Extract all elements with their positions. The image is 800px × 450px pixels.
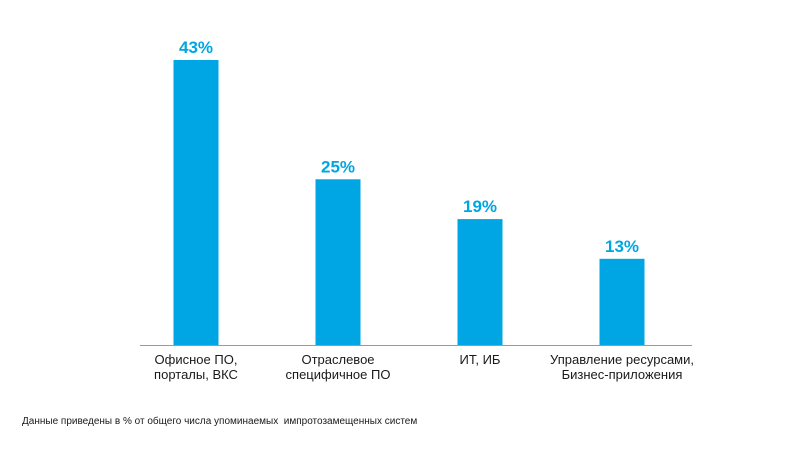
category-label-1: Офисное ПО, порталы, ВКС xyxy=(154,352,238,382)
bar-2 xyxy=(315,179,361,345)
bars-layer xyxy=(173,60,645,345)
category-label-line: Бизнес-приложения xyxy=(562,367,683,382)
category-label-line: Управление ресурсами, xyxy=(550,352,694,367)
data-label-1: 43% xyxy=(179,38,213,57)
bar-4 xyxy=(599,258,645,345)
data-label-4: 13% xyxy=(605,237,639,256)
data-label-2: 25% xyxy=(321,157,355,176)
bar-3 xyxy=(457,219,503,345)
category-label-2: Отраслевое специфичное ПО xyxy=(286,352,391,382)
category-label-line: Отраслевое xyxy=(301,352,374,367)
bar-1 xyxy=(173,60,219,345)
category-label-line: порталы, ВКС xyxy=(154,367,238,382)
data-label-3: 19% xyxy=(463,197,497,216)
category-label-3: ИТ, ИБ xyxy=(460,352,501,367)
category-label-4: Управление ресурсами, Бизнес-приложения xyxy=(550,352,694,382)
labels-layer: 43% Офисное ПО, порталы, ВКС 25% Отраслевое с… xyxy=(154,38,694,382)
category-label-line: Офисное ПО, xyxy=(155,352,238,367)
category-label-line: ИТ, ИБ xyxy=(460,352,501,367)
category-label-line: специфичное ПО xyxy=(286,367,391,382)
footnote: Данные приведены в % от общего числа упо… xyxy=(22,416,418,427)
